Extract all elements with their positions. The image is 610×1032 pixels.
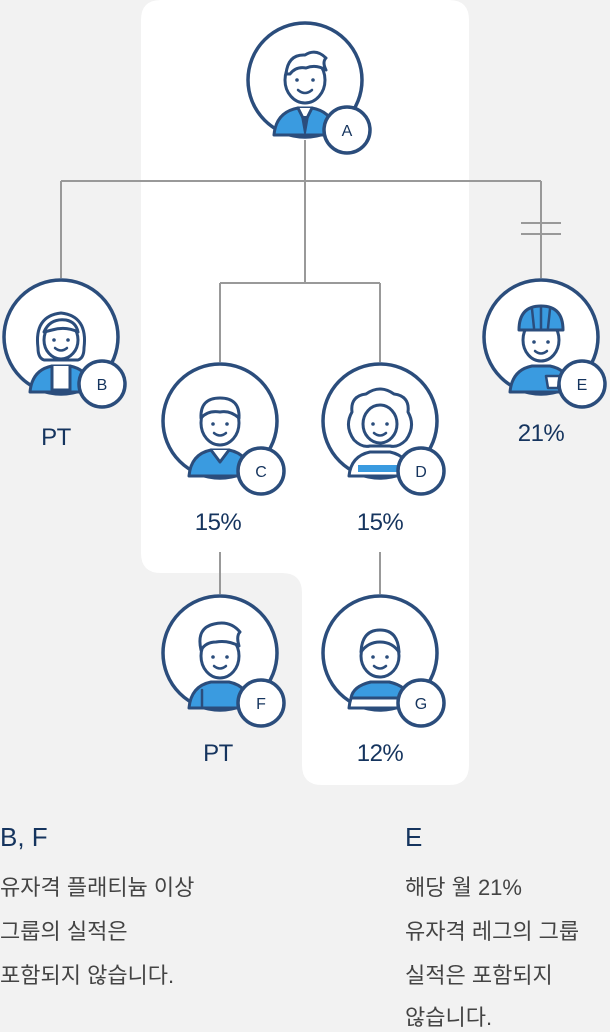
badge-d: D	[415, 464, 427, 481]
badge-a: A	[342, 123, 353, 140]
node-b: B	[2, 278, 127, 409]
node-g: G	[321, 594, 446, 728]
curly-hair-female-avatar-icon	[347, 387, 413, 478]
note-e-title: E	[405, 822, 423, 852]
node-d-value: 15%	[356, 509, 404, 536]
node-a: A	[246, 21, 372, 155]
highlight-panel	[141, 0, 469, 785]
node-e-value: 21%	[517, 420, 565, 447]
note-bf-title: B, F	[0, 822, 48, 852]
badge-f: F	[256, 696, 266, 713]
node-d: D	[321, 362, 446, 496]
note-bf-line-1: 유자격 플래티늄 이상	[0, 875, 195, 900]
note-e-line-2: 유자격 레그의 그룹	[405, 919, 580, 944]
node-c-value: 15%	[194, 509, 242, 536]
node-g-value: 12%	[356, 740, 404, 767]
note-e-line-4: 않습니다.	[405, 1005, 493, 1030]
node-b-value: PT	[41, 424, 71, 451]
female-avatar-icon	[28, 311, 94, 394]
badge-c: C	[255, 464, 267, 481]
male-suit-avatar-icon	[272, 50, 338, 137]
break-marker	[521, 222, 561, 235]
node-e: E	[482, 278, 607, 409]
node-f-value: PT	[203, 740, 233, 767]
node-f: F	[161, 594, 286, 728]
badge-b: B	[97, 377, 108, 394]
connector-lines	[60, 140, 542, 594]
note-e-line-3: 실적은 포함되지	[405, 963, 553, 988]
note-bf-line-2: 그룹의 실적은	[0, 919, 128, 944]
note-e-line-1: 해당 월 21%	[405, 875, 522, 900]
node-c: C	[161, 362, 286, 496]
badge-e: E	[577, 377, 588, 394]
badge-g: G	[415, 696, 427, 713]
note-bf-line-3: 포함되지 않습니다.	[0, 963, 175, 988]
